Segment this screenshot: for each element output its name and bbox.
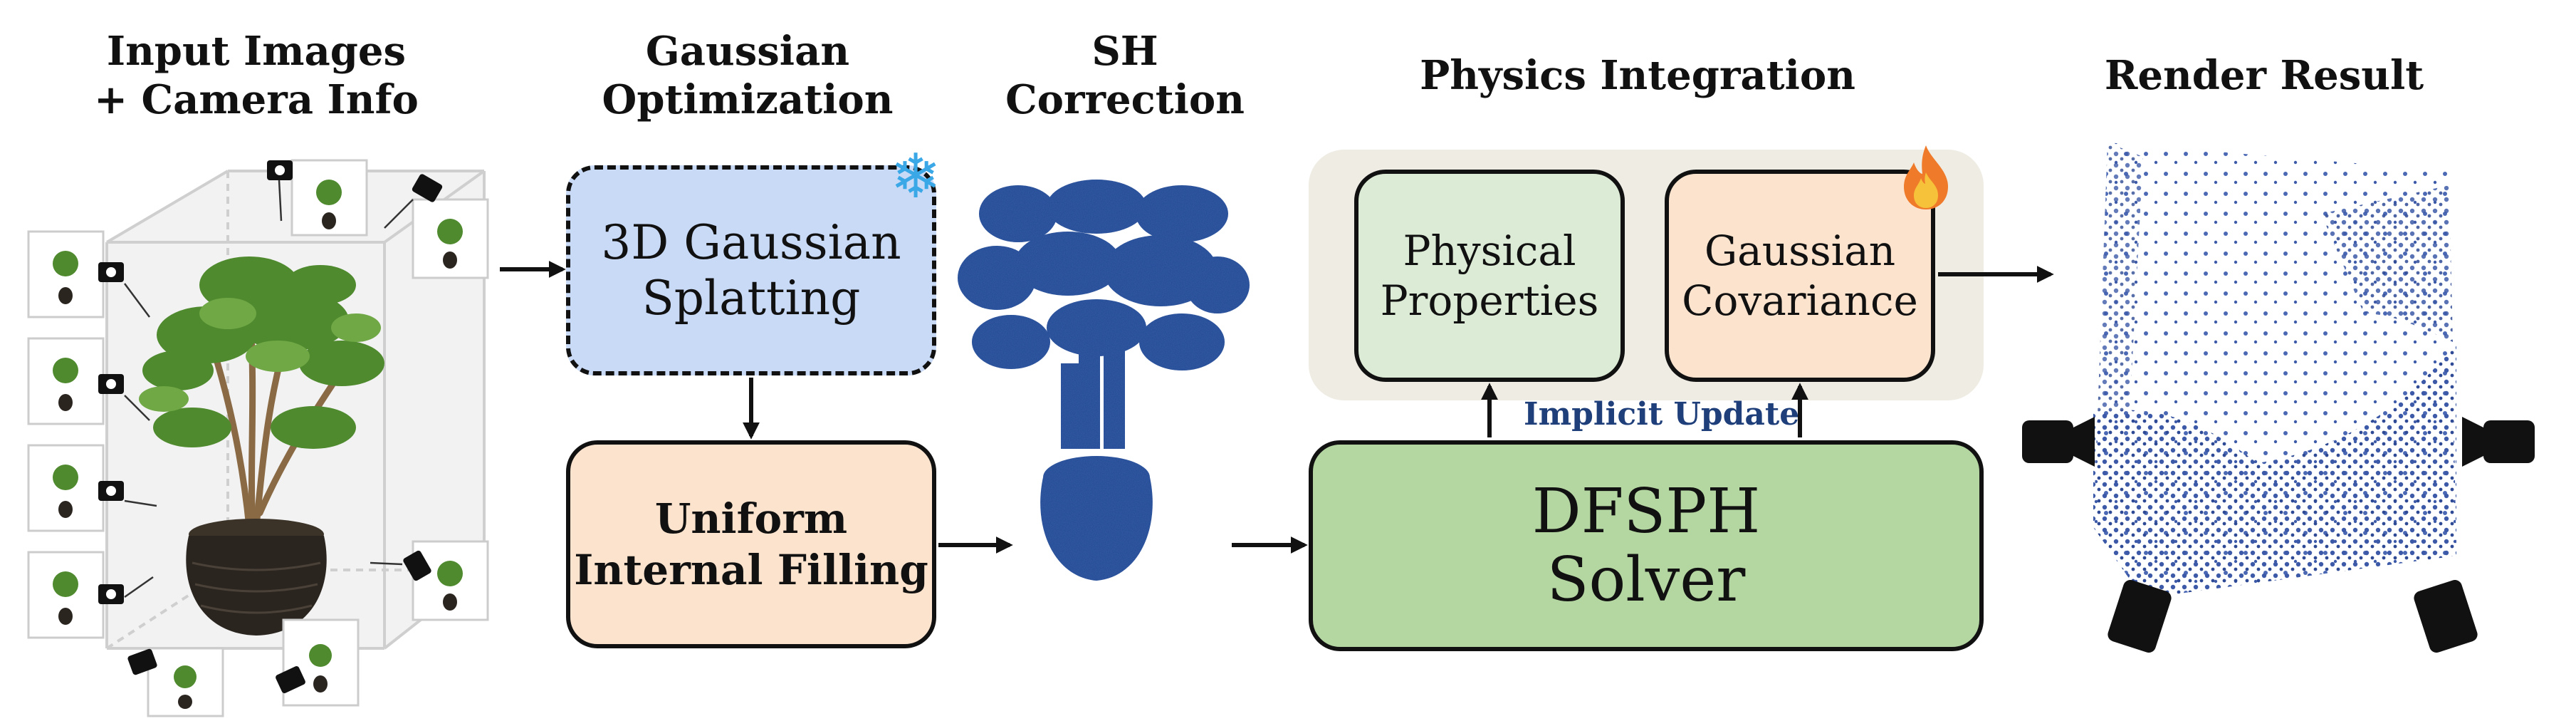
dfsph-solver-label: DFSPH Solver [1532,476,1761,616]
fire-icon [1904,145,1948,209]
stage-title-input: Input Images + Camera Info [94,28,419,123]
snowflake-icon: ❄ [890,141,942,212]
internal-filling-box: Uniform Internal Filling [566,440,936,648]
stage-title-physics-integration: Physics Integration [1420,52,1855,99]
stage-title-gaussian-optimization: Gaussian Optimization [602,28,894,123]
sh-corrected-gaussian-plant [958,180,1250,581]
physical-properties-label: Physical Properties [1380,227,1599,325]
stage-title-sh-correction: SH Correction [1005,28,1245,123]
render-cameras [2022,417,2535,653]
dfsph-solver-box: DFSPH Solver [1309,440,1984,651]
implicit-update-label: Implicit Update [1524,396,1800,432]
render-result-particles [2022,142,2535,653]
gaussian-splatting-label: 3D Gaussian Splatting [601,214,901,326]
internal-filling-label: Uniform Internal Filling [574,494,928,594]
gaussian-splatting-box: 3D Gaussian Splatting [566,165,936,375]
input-scene-illustration [27,159,489,717]
gaussian-covariance-label: Gaussian Covariance [1682,227,1918,325]
stage-title-render-result: Render Result [2104,52,2424,99]
gaussian-covariance-box: Gaussian Covariance [1665,170,1935,382]
physical-properties-box: Physical Properties [1354,170,1625,382]
